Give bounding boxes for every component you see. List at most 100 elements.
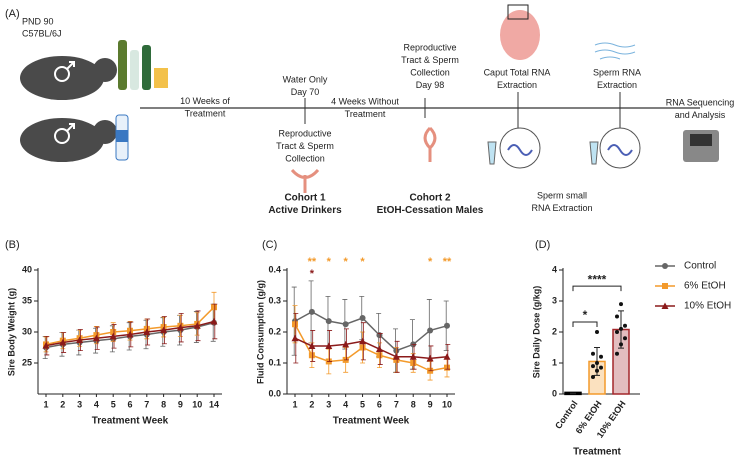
y-tick-label: 0.3 <box>268 295 281 305</box>
dot <box>615 351 619 356</box>
dot <box>619 326 623 331</box>
point <box>76 336 84 344</box>
point <box>126 330 134 338</box>
mouse-head <box>93 120 117 144</box>
y-axis-label: Sire Daily Dose (g/kg) <box>531 286 541 379</box>
strain: C57BL/6J <box>22 28 62 38</box>
event-text: Cohort 1 <box>284 193 326 204</box>
event-text: Treatment <box>185 108 226 118</box>
point <box>359 344 366 351</box>
y-tick-label: 35 <box>22 295 32 305</box>
point <box>444 364 450 371</box>
x-tick-label: 10 <box>442 399 452 409</box>
point <box>376 352 383 359</box>
event-text: Reproductive <box>403 42 456 52</box>
rna <box>507 144 633 156</box>
male-symbol <box>54 66 70 82</box>
series-line <box>294 310 448 352</box>
significance: * <box>344 256 349 268</box>
event-text: EtOH-Cessation Males <box>377 205 484 216</box>
point <box>342 321 349 328</box>
event-text: Day 70 <box>291 87 320 97</box>
dot <box>591 364 595 369</box>
panel-label: (D) <box>535 239 550 251</box>
point <box>42 342 50 349</box>
event-text: Caput Total RNA <box>484 67 551 77</box>
testis <box>500 10 540 60</box>
point <box>325 342 333 349</box>
male-symbol <box>11 61 75 107</box>
point <box>427 327 434 334</box>
dot <box>615 330 619 334</box>
mouse <box>20 56 104 100</box>
y-tick-label: 0.0 <box>268 388 281 398</box>
point <box>410 360 417 366</box>
point <box>308 352 315 359</box>
point <box>325 318 332 325</box>
point <box>409 353 417 360</box>
x-tick-label: 4 <box>343 399 348 409</box>
x-tick-label: 14 <box>209 399 219 409</box>
event-text: Water Only <box>283 74 328 84</box>
bracket <box>572 285 622 292</box>
dot <box>591 351 595 356</box>
y-tick-label: 1 <box>552 357 557 367</box>
y-axis-label: Sire Body Weight (g) <box>6 288 16 376</box>
bottle <box>118 40 127 90</box>
point <box>59 339 67 346</box>
strain: PND 90 <box>22 16 54 26</box>
point <box>210 317 218 325</box>
point <box>308 342 316 349</box>
event-text: Day 98 <box>416 80 445 90</box>
rna-view <box>499 127 541 169</box>
point <box>342 340 350 348</box>
dot <box>591 374 595 379</box>
sperm <box>594 42 636 60</box>
point <box>110 329 117 335</box>
x-tick-label: 10 <box>192 399 202 409</box>
event-text: Collection <box>285 153 325 163</box>
significance: * <box>327 256 332 268</box>
panel-a-icons <box>11 4 719 193</box>
event-text: Collection <box>410 67 450 77</box>
point <box>661 302 669 309</box>
point <box>443 353 451 360</box>
significance: * <box>360 256 365 268</box>
significance: ** <box>308 256 317 268</box>
x-axis-label: Treatment Week <box>92 416 169 427</box>
point <box>291 334 299 342</box>
x-tick-label: 8 <box>161 399 166 409</box>
point <box>176 324 184 331</box>
rna-view <box>599 127 641 169</box>
dot <box>615 314 619 319</box>
reproductive-tract <box>290 126 437 193</box>
bottle <box>142 45 151 90</box>
x-tick-label: 8 <box>411 399 416 409</box>
point <box>92 334 100 342</box>
y-tick-label: 3 <box>552 295 557 305</box>
point <box>662 283 668 289</box>
event-text: 10 Weeks of <box>180 96 230 106</box>
x-tick-label: 2 <box>309 399 314 409</box>
significance: * <box>583 308 588 322</box>
x-tick-label: 6 <box>127 399 132 409</box>
mouse <box>20 118 104 162</box>
point <box>662 263 668 269</box>
significance: **** <box>588 272 607 286</box>
point <box>160 326 168 334</box>
y-tick-label: 4 <box>552 264 557 274</box>
x-tick-label: 2 <box>60 399 65 409</box>
x-tick-label: 7 <box>144 399 149 409</box>
panel-label: (A) <box>5 8 20 20</box>
sequencer-screen <box>690 134 712 146</box>
event-text: Extraction <box>497 80 537 90</box>
x-tick-label: 1 <box>292 399 297 409</box>
y-tick-label: 0.4 <box>268 264 281 274</box>
error-bar <box>570 392 576 395</box>
event-text: Treatment <box>345 109 386 119</box>
point <box>359 337 367 345</box>
legend-label: Control <box>684 261 716 272</box>
panel-label: (B) <box>5 239 20 251</box>
series-line <box>294 337 448 360</box>
